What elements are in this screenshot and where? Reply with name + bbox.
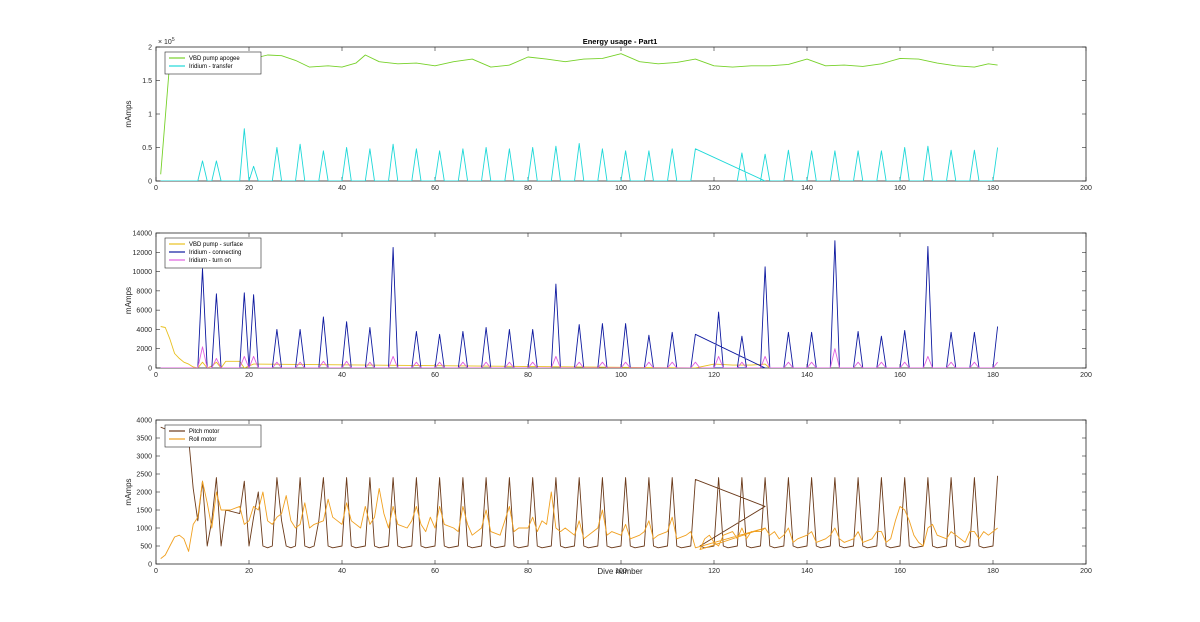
y-tick-label: 8000 — [136, 288, 152, 295]
chart-panel-3: 0 20 40 60 80 100 120 140 160 180 2000500100015002… — [124, 418, 1092, 576]
legend-box — [164, 237, 262, 269]
chart-panel-2: 0 20 40 60 80 100 120 140 160 180 2000200040006000… — [124, 231, 1092, 380]
legend-box — [164, 51, 262, 75]
legend-entry: VBD pump apogee — [189, 56, 240, 62]
x-tick-label: 60 — [431, 185, 439, 192]
series-lines — [160, 53, 999, 181]
series-line-roll-motor — [160, 480, 998, 559]
y-tick-label: 0 — [148, 179, 152, 186]
y-tick-label: 3500 — [136, 436, 152, 443]
y-tick-label: 1500 — [136, 508, 152, 515]
y-tick-label: 2000 — [136, 346, 152, 353]
legend-entry: Roll motor — [189, 437, 216, 443]
x-tick-label: 80 — [524, 185, 532, 192]
x-tick-label: 180 — [987, 372, 999, 379]
x-tick-label: 40 — [338, 372, 346, 379]
x-tick-label: 140 — [801, 372, 813, 379]
chart-panel-1: 0 20 40 60 80 100 120 140 160 180 200 0 0.5 1 1.5 2 × 10… — [124, 37, 1092, 192]
x-tick-label: 160 — [894, 568, 906, 575]
x-tick-label: 200 — [1080, 185, 1092, 192]
y-axis-exponent: × 105 — [158, 37, 175, 46]
y-tick-label: 12000 — [133, 250, 153, 257]
y-tick-label: 1.5 — [142, 78, 152, 85]
legend-box — [164, 424, 262, 448]
y-tick-label: 500 — [140, 544, 152, 551]
y-tick-label: 0 — [148, 366, 152, 373]
x-tick-label: 0 — [154, 372, 158, 379]
series-line-iridium-connecting — [160, 240, 999, 368]
x-tick-label: 200 — [1080, 568, 1092, 575]
legend-entry: VBD pump - surface — [189, 242, 244, 248]
y-tick-label: 6000 — [136, 308, 152, 315]
y-tick-label: 1 — [148, 112, 152, 119]
y-tick-label: 2500 — [136, 472, 152, 479]
y-axis-label: mAmps — [124, 287, 133, 314]
x-tick-label: 20 — [245, 372, 253, 379]
legend: Pitch motor Roll motor — [164, 424, 262, 448]
x-tick-label: 180 — [987, 568, 999, 575]
y-tick-label: 4000 — [136, 418, 152, 425]
x-tick-label: 120 — [708, 185, 720, 192]
y-axis-label: mAmps — [124, 478, 133, 505]
x-tick-label: 100 — [615, 372, 627, 379]
legend-entry: Iridium - transfer — [189, 64, 233, 70]
series-lines — [160, 240, 999, 368]
y-tick-label: 10000 — [133, 269, 153, 276]
x-tick-label: 0 — [154, 185, 158, 192]
series-line-vbd-pump-apogee — [160, 53, 998, 175]
y-tick-label: 0 — [148, 562, 152, 569]
series-line-iridium-turn-on — [160, 346, 998, 368]
y-tick-label: 3000 — [136, 454, 152, 461]
plot-area — [155, 46, 1087, 182]
x-tick-label: 20 — [245, 568, 253, 575]
x-tick-label: 20 — [245, 185, 253, 192]
x-tick-label: 140 — [801, 185, 813, 192]
y-axis-label: mAmps — [124, 100, 133, 127]
y-axis-exponent-power: 5 — [172, 37, 175, 43]
figure-title: Energy usage - Part1 — [583, 37, 658, 46]
y-tick-label: 0.5 — [142, 145, 152, 152]
x-tick-label: 40 — [338, 568, 346, 575]
x-tick-label: 120 — [708, 372, 720, 379]
x-tick-label: 0 — [154, 568, 158, 575]
x-axis-label: Dive number — [597, 567, 643, 576]
x-tick-label: 120 — [708, 568, 720, 575]
legend-entry: Iridium - turn on — [189, 258, 231, 264]
y-tick-label: 1000 — [136, 526, 152, 533]
y-tick-label: 2 — [148, 45, 152, 52]
legend: VBD pump apogee Iridium - transfer — [164, 51, 262, 75]
legend-entry: Iridium - connecting — [189, 250, 241, 256]
x-tick-label: 60 — [431, 372, 439, 379]
series-line-pitch-motor — [160, 424, 999, 549]
x-tick-label: 200 — [1080, 372, 1092, 379]
x-tick-label: 160 — [894, 372, 906, 379]
x-tick-label: 140 — [801, 568, 813, 575]
x-tick-label: 60 — [431, 568, 439, 575]
legend: VBD pump - surface Iridium - connecting Ir… — [164, 237, 262, 269]
x-tick-label: 100 — [615, 568, 627, 575]
y-tick-label: 14000 — [133, 231, 153, 238]
series-line-iridium-transfer — [160, 128, 999, 181]
plot-area — [155, 232, 1087, 369]
x-tick-label: 80 — [524, 568, 532, 575]
x-tick-label: 40 — [338, 185, 346, 192]
x-tick-label: 100 — [615, 185, 627, 192]
x-tick-label: 160 — [894, 185, 906, 192]
y-tick-label: 4000 — [136, 327, 152, 334]
series-lines — [160, 424, 999, 559]
x-tick-label: 80 — [524, 372, 532, 379]
x-tick-label: 180 — [987, 185, 999, 192]
y-tick-label: 2000 — [136, 490, 152, 497]
legend-entry: Pitch motor — [189, 429, 219, 435]
